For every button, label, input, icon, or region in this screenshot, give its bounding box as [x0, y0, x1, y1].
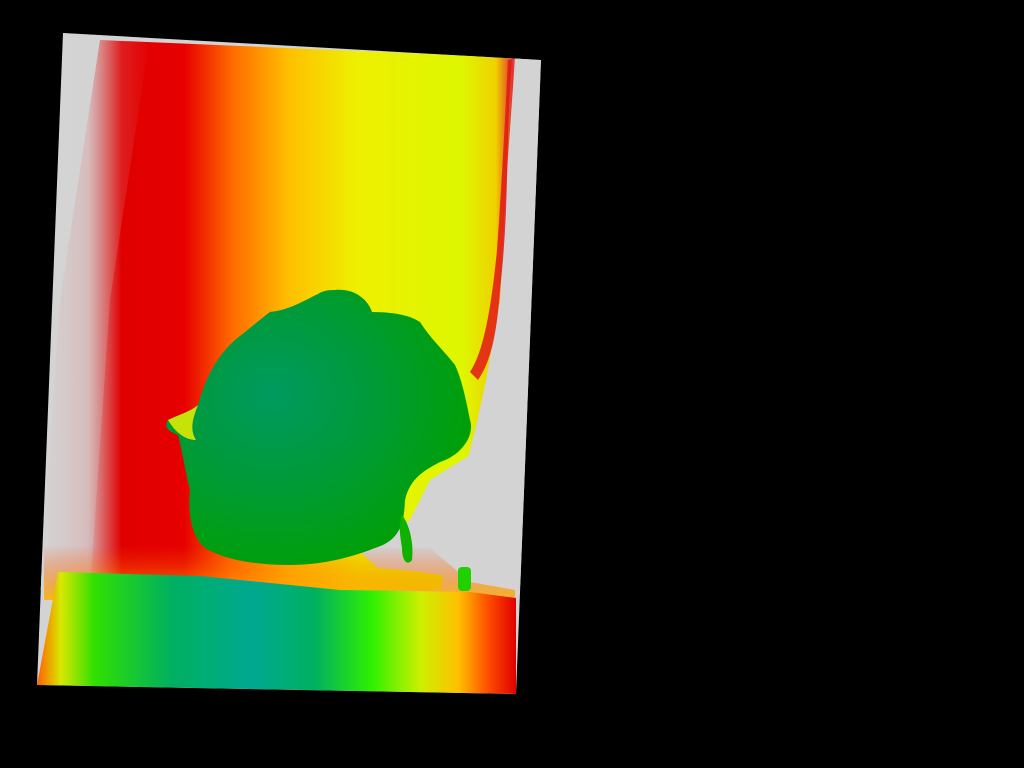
depth-frame: [37, 33, 541, 694]
bottom-surface: [37, 572, 516, 694]
foreground-object: [166, 289, 472, 565]
